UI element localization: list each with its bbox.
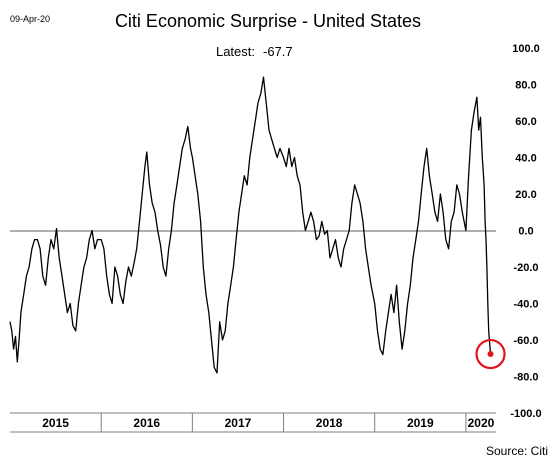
x-tick-label: 2019 [407,416,434,430]
x-tick-label: 2016 [133,416,160,430]
latest-value: -67.7 [263,44,293,59]
series-line [9,76,492,374]
source-label: Source: Citi [486,444,548,458]
x-tick-label: 2015 [42,416,69,430]
y-tick-label: 60.0 [515,116,536,128]
y-tick-label: 20.0 [515,189,536,201]
x-tick-label: 2017 [225,416,252,430]
y-tick-label: 0.0 [518,226,533,238]
y-tick-label: -60.0 [513,335,538,347]
y-tick-label: 40.0 [515,153,536,165]
date-label: 09-Apr-20 [10,14,50,24]
y-tick-label: -80.0 [513,372,538,384]
y-tick-label: -100.0 [510,408,541,420]
latest-point-ring [475,338,506,370]
chart-title: Citi Economic Surprise - United States [115,11,421,31]
latest-label: Latest: [216,44,255,59]
y-tick-label: 80.0 [515,80,536,92]
y-axis: 100.0 80.0 60.0 40.0 20.0 0.0 -20.0 -40.0 -60.0 -… [510,43,541,420]
y-tick-label: -20.0 [513,262,538,274]
series-layer [9,76,506,374]
y-tick-label: -40.0 [513,299,538,311]
x-tick-label: 2018 [316,416,343,430]
y-tick-label: 100.0 [512,43,540,55]
latest-point [487,351,494,358]
x-tick-label: 2020 [468,416,495,430]
x-axis: 2015 2016 2017 2018 2019 2020 [10,412,496,433]
